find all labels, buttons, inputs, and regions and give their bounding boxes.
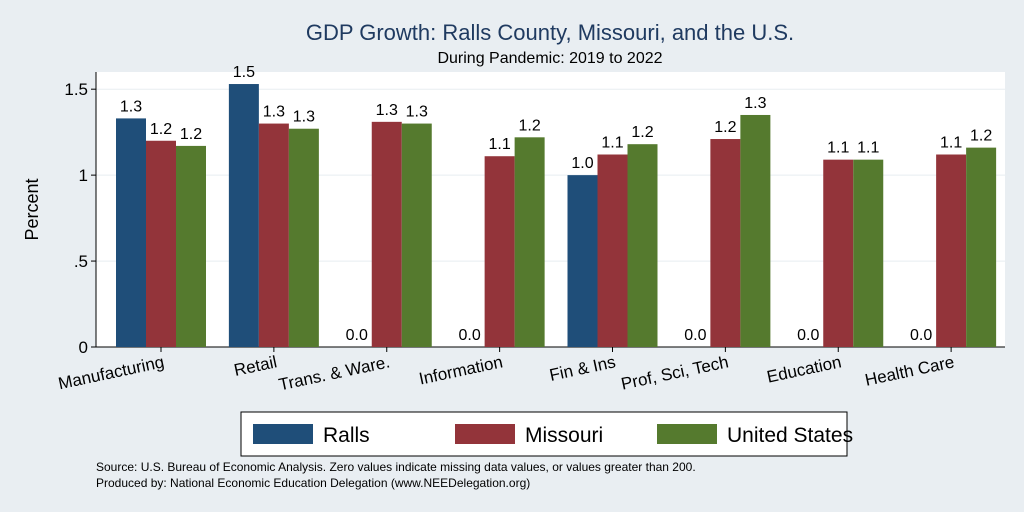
bar-value-label: 1.2 xyxy=(519,117,541,134)
x-tick-label: Health Care xyxy=(863,352,956,389)
bar-value-label: 1.3 xyxy=(744,95,766,112)
bar-value-label: 1.1 xyxy=(601,135,623,152)
bar-value-label: 1.2 xyxy=(631,124,653,141)
bar-value-label: 1.3 xyxy=(263,104,285,121)
bar xyxy=(258,123,289,347)
y-axis-title: Percent xyxy=(22,178,42,240)
bar xyxy=(823,159,854,347)
bar xyxy=(116,118,146,347)
legend-label: Ralls xyxy=(323,424,370,447)
y-tick-label: 1 xyxy=(79,166,88,185)
bar xyxy=(371,121,402,347)
x-tick-label: Information xyxy=(417,352,504,388)
bar xyxy=(853,159,884,347)
legend-label: Missouri xyxy=(525,424,603,447)
producer-note: Produced by: National Economic Education… xyxy=(96,476,531,490)
bar-value-label: 1.3 xyxy=(406,104,428,121)
bar xyxy=(514,137,545,347)
legend-box xyxy=(240,411,848,457)
x-tick-label: Manufacturing xyxy=(57,352,166,393)
bar-value-label: 1.1 xyxy=(827,140,849,157)
bar xyxy=(740,114,771,347)
bar xyxy=(484,156,515,347)
bar-value-label: 0.0 xyxy=(684,327,706,344)
bar-value-label: 1.3 xyxy=(120,98,142,115)
bar xyxy=(627,144,658,347)
bar-value-label: 0.0 xyxy=(346,327,368,344)
bar xyxy=(936,154,967,347)
bar xyxy=(567,175,598,347)
bar-value-label: 1.1 xyxy=(857,140,879,157)
bar-value-label: 1.5 xyxy=(233,64,255,81)
y-tick-label: .5 xyxy=(74,252,88,271)
x-tick-label: Prof, Sci, Tech xyxy=(619,352,730,393)
chart-title: GDP Growth: Ralls County, Missouri, and … xyxy=(305,20,795,45)
bar xyxy=(228,84,259,347)
bar-value-label: 1.1 xyxy=(940,135,962,152)
bar-value-label: 0.0 xyxy=(797,327,819,344)
bar xyxy=(288,128,319,347)
bar xyxy=(710,139,741,347)
bar xyxy=(176,145,206,347)
bar-value-label: 1.1 xyxy=(489,136,511,153)
x-tick-label: Education xyxy=(765,352,843,386)
bar-value-label: 1.3 xyxy=(376,102,398,119)
bar-value-label: 0.0 xyxy=(910,327,932,344)
bar-value-label: 1.2 xyxy=(180,126,202,143)
legend-swatch xyxy=(253,424,313,444)
y-tick-label: 0 xyxy=(79,338,88,357)
legend-label: United States xyxy=(727,424,853,447)
bar-value-label: 1.2 xyxy=(714,119,736,136)
legend-swatch xyxy=(455,424,515,444)
bar xyxy=(966,147,997,347)
bar xyxy=(146,140,176,347)
chart-subtitle: During Pandemic: 2019 to 2022 xyxy=(437,50,663,67)
source-note: Source: U.S. Bureau of Economic Analysis… xyxy=(96,460,696,474)
x-tick-label: Trans. & Ware. xyxy=(277,352,392,394)
x-tick-label: Fin & Ins xyxy=(548,352,618,385)
bar-value-label: 0.0 xyxy=(459,327,481,344)
y-tick-label: 1.5 xyxy=(64,80,88,99)
x-tick-label: Retail xyxy=(232,352,278,380)
bar xyxy=(597,154,628,347)
bar-value-label: 1.2 xyxy=(150,121,172,138)
bar-value-label: 1.2 xyxy=(970,128,992,145)
bar-value-label: 1.0 xyxy=(571,155,593,172)
bar xyxy=(401,123,432,347)
bar-value-label: 1.3 xyxy=(293,109,315,126)
legend-swatch xyxy=(657,424,717,444)
